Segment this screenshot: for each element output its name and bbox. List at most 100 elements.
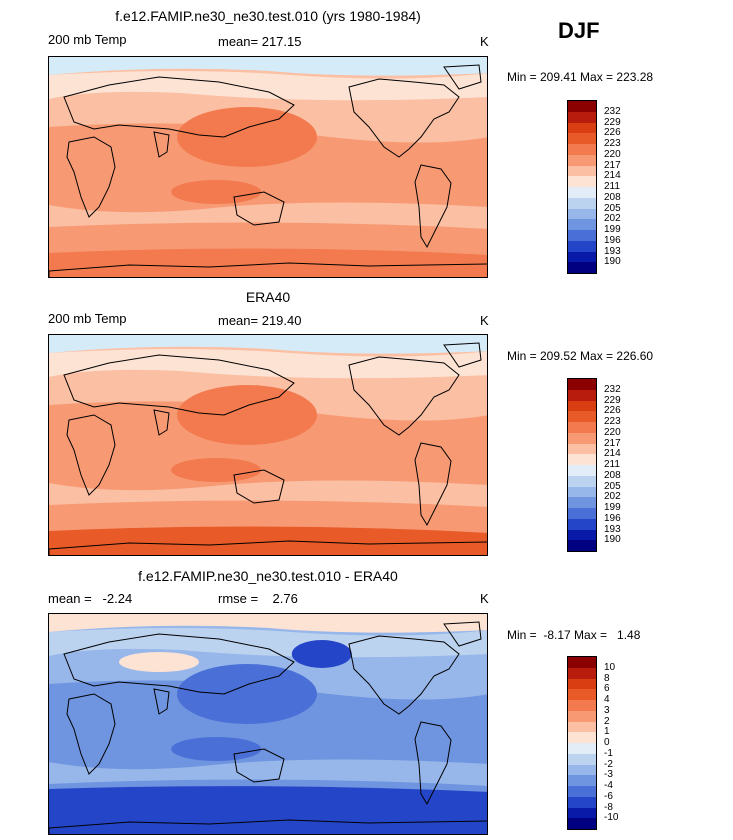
panel-3-rmse: rmse = 2.76 xyxy=(218,591,298,606)
colorbar-swatch xyxy=(568,454,596,465)
colorbar-label: 232 xyxy=(604,105,621,117)
colorbar-swatch xyxy=(568,796,596,808)
panel-1-title: f.e12.FAMIP.ne30_ne30.test.010 (yrs 1980… xyxy=(115,8,421,24)
colorbar-label: 202 xyxy=(604,491,621,503)
colorbar-swatch xyxy=(568,400,596,412)
colorbar-label: 208 xyxy=(604,469,621,481)
colorbar-label: 10 xyxy=(604,661,616,673)
colorbar-swatch xyxy=(568,667,596,679)
panel-1-minmax: Min = 209.41 Max = 223.28 xyxy=(507,70,654,84)
colorbar-swatch xyxy=(568,197,596,209)
panel-3-mean: mean = -2.24 xyxy=(48,591,133,606)
colorbar-label: 193 xyxy=(604,523,621,535)
colorbar-label: 205 xyxy=(604,202,621,214)
season-label: DJF xyxy=(558,18,600,43)
colorbar-label: 4 xyxy=(604,694,610,705)
colorbar-label: 0 xyxy=(604,737,610,748)
colorbar-label: 217 xyxy=(604,437,621,449)
colorbar-swatch xyxy=(568,807,596,819)
panel-2-units: K xyxy=(480,313,489,328)
colorbar-label: 3 xyxy=(604,704,610,716)
colorbar-label: 6 xyxy=(604,683,610,695)
colorbar-swatch xyxy=(568,497,596,508)
colorbar-label: 217 xyxy=(604,159,621,171)
colorbar-label: 214 xyxy=(604,448,621,460)
panel-1-colorbar xyxy=(567,100,597,274)
colorbar-label: -2 xyxy=(604,758,613,770)
panel-2-title: ERA40 xyxy=(245,289,291,305)
colorbar-swatch xyxy=(568,411,596,422)
colorbar-label: 208 xyxy=(604,191,621,203)
colorbar-label: 220 xyxy=(604,148,621,160)
panel-2-map xyxy=(48,334,488,556)
panel-3-colorbar xyxy=(567,656,597,830)
panel-2-variable: 200 mb Temp xyxy=(48,311,127,326)
colorbar-swatch xyxy=(568,529,596,541)
colorbar-swatch xyxy=(568,111,596,123)
colorbar-swatch xyxy=(568,208,596,220)
panel-1-mean: mean= 217.15 xyxy=(218,34,302,49)
colorbar-swatch xyxy=(568,432,596,444)
colorbar-label: 220 xyxy=(604,426,621,438)
colorbar-swatch xyxy=(568,240,596,252)
colorbar-swatch xyxy=(568,775,596,786)
colorbar-label: 211 xyxy=(604,181,620,192)
colorbar-swatch xyxy=(568,422,596,433)
colorbar-swatch xyxy=(568,187,596,198)
colorbar-label: 226 xyxy=(604,127,621,139)
colorbar-label: 214 xyxy=(604,170,621,182)
panel-3-units: K xyxy=(480,591,489,606)
colorbar-label: -6 xyxy=(604,790,613,802)
colorbar-swatch xyxy=(568,133,596,144)
colorbar-label: 205 xyxy=(604,480,621,492)
colorbar-label: 2 xyxy=(604,715,610,727)
panel-3-minmax: Min = -8.17 Max = 1.48 xyxy=(507,628,641,642)
colorbar-swatch xyxy=(568,764,596,776)
colorbar-swatch xyxy=(568,700,596,711)
colorbar-label: 232 xyxy=(604,383,621,395)
colorbar-label: -3 xyxy=(604,769,613,781)
colorbar-swatch xyxy=(568,165,596,177)
colorbar-label: 223 xyxy=(604,138,621,149)
colorbar-swatch xyxy=(568,219,596,230)
colorbar-label: 190 xyxy=(604,256,621,268)
panel-3-map xyxy=(48,613,488,835)
colorbar-swatch xyxy=(568,154,596,166)
colorbar-label: 1 xyxy=(604,726,610,738)
colorbar-swatch xyxy=(568,786,596,797)
colorbar-swatch xyxy=(568,486,596,498)
colorbar-swatch xyxy=(568,144,596,155)
colorbar-swatch xyxy=(568,475,596,487)
colorbar-swatch xyxy=(568,122,596,134)
colorbar-label: 8 xyxy=(604,672,610,684)
colorbar-swatch xyxy=(568,721,596,733)
colorbar-label: 199 xyxy=(604,502,621,513)
panel-2-minmax: Min = 209.52 Max = 226.60 xyxy=(507,349,654,363)
panel-2-colorbar xyxy=(567,378,597,552)
colorbar-swatch xyxy=(568,379,596,390)
colorbar-swatch xyxy=(568,508,596,519)
colorbar-swatch xyxy=(568,732,596,743)
colorbar-swatch xyxy=(568,710,596,722)
colorbar-swatch xyxy=(568,443,596,455)
panel-1-units: K xyxy=(480,34,489,49)
panel-1-variable: 200 mb Temp xyxy=(48,32,127,47)
colorbar-label: 196 xyxy=(604,234,621,246)
colorbar-label: 196 xyxy=(604,512,621,524)
colorbar-label: 211 xyxy=(604,459,620,470)
colorbar-swatch xyxy=(568,465,596,476)
colorbar-swatch xyxy=(568,818,596,829)
colorbar-label: 202 xyxy=(604,213,621,225)
colorbar-swatch xyxy=(568,678,596,690)
colorbar-label: 226 xyxy=(604,405,621,417)
colorbar-label: 223 xyxy=(604,416,621,427)
colorbar-swatch xyxy=(568,657,596,668)
colorbar-swatch xyxy=(568,389,596,401)
colorbar-swatch xyxy=(568,176,596,187)
colorbar-swatch xyxy=(568,753,596,765)
colorbar-label: -1 xyxy=(604,747,613,759)
colorbar-swatch xyxy=(568,689,596,700)
colorbar-swatch xyxy=(568,518,596,530)
colorbar-swatch xyxy=(568,743,596,754)
panel-2-mean: mean= 219.40 xyxy=(218,313,302,328)
